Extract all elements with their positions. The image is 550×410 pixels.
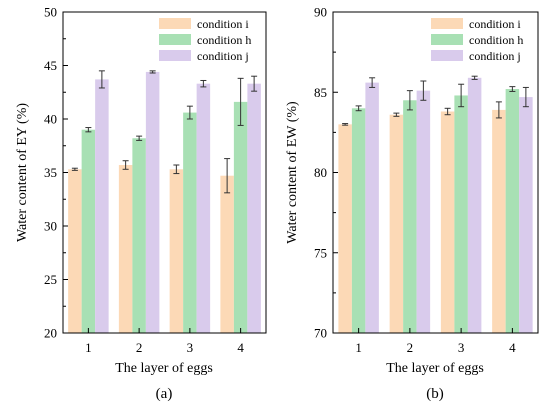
- error-bar-condition-i-2: [393, 112, 400, 117]
- x-tick-label: 1: [355, 340, 362, 355]
- bar-condition-j-1: [365, 82, 379, 334]
- bar-condition-i-1: [68, 169, 82, 333]
- bar-condition-h-3: [183, 112, 197, 333]
- error-bar-condition-j-4: [251, 75, 258, 92]
- error-bar-condition-i-1: [342, 123, 349, 126]
- panel-a: 20 25 30 35 40 45 50 1 2 3 4 The layer of eggs Water…: [15, 5, 267, 402]
- error-bar-condition-h-3: [186, 105, 193, 120]
- bar-condition-i-2: [389, 114, 404, 333]
- legend-label-condition-h: condition h: [197, 33, 251, 47]
- error-bar-condition-j-3: [471, 75, 478, 80]
- error-bar-condition-h-3: [458, 83, 465, 108]
- panel-b: 70 75 80 85 90 1 2 3 4 The layer of eggs Water con…: [285, 5, 539, 402]
- bar-condition-i-1: [338, 124, 352, 333]
- y-tick-label: 20: [44, 326, 57, 341]
- error-bar-condition-h-1: [355, 105, 362, 112]
- bar-condition-j-3: [196, 83, 211, 333]
- error-bar-condition-h-4: [509, 86, 516, 92]
- y-axis-title: Water content of EY (%): [15, 103, 30, 242]
- error-bar-condition-i-2: [122, 160, 129, 170]
- legend: condition i condition h condition j: [431, 17, 523, 63]
- error-bar-condition-h-2: [406, 90, 413, 111]
- error-bar-condition-j-4: [522, 86, 529, 108]
- legend-swatch-condition-h: [431, 34, 463, 45]
- y-tick-label: 90: [314, 5, 327, 20]
- panel-label: (a): [156, 386, 173, 402]
- bar-condition-j-4: [247, 83, 261, 333]
- legend-swatch-condition-i: [159, 18, 191, 29]
- legend-swatch-condition-j: [159, 50, 191, 61]
- y-tick-label: 85: [314, 85, 327, 100]
- legend-label-condition-j: condition j: [197, 49, 249, 63]
- bar-condition-i-2: [118, 165, 133, 333]
- legend: condition i condition h condition j: [159, 17, 251, 63]
- error-bar-condition-j-1: [369, 77, 376, 88]
- error-bar-condition-i-4: [495, 101, 502, 119]
- error-bar-condition-i-1: [71, 167, 78, 171]
- legend-swatch-condition-j: [431, 50, 463, 61]
- legend-label-condition-i: condition i: [197, 17, 249, 31]
- x-tick-label: 3: [458, 340, 465, 355]
- bar-condition-h-2: [403, 100, 417, 333]
- bar-condition-i-4: [220, 175, 234, 333]
- legend-swatch-condition-i: [431, 18, 463, 29]
- y-tick-label: 30: [44, 219, 57, 234]
- bar-condition-j-1: [95, 79, 109, 333]
- y-tick-label: 75: [314, 245, 327, 260]
- y-tick-label: 80: [314, 165, 327, 180]
- x-tick-label: 4: [509, 340, 516, 355]
- error-bar-condition-h-1: [85, 127, 92, 133]
- bar-condition-j-2: [145, 71, 160, 334]
- error-bar-condition-i-4: [224, 158, 231, 194]
- y-tick-label: 50: [44, 5, 57, 20]
- y-tick-label: 70: [314, 326, 327, 341]
- x-tick-label: 2: [407, 340, 414, 355]
- legend-label-condition-j: condition j: [469, 49, 521, 63]
- x-tick-label: 3: [187, 340, 194, 355]
- bar-condition-h-1: [351, 108, 366, 333]
- error-bar-condition-h-4: [237, 77, 244, 126]
- bar-condition-h-1: [81, 129, 96, 333]
- legend-label-condition-i: condition i: [469, 17, 521, 31]
- x-tick-label: 1: [85, 340, 92, 355]
- bar-condition-i-3: [440, 111, 455, 333]
- error-bar-condition-i-3: [444, 107, 451, 116]
- error-bar-condition-j-2: [149, 70, 156, 74]
- error-bar-condition-i-3: [173, 164, 180, 175]
- error-bar-condition-j-3: [200, 79, 207, 88]
- bar-condition-h-2: [132, 138, 146, 333]
- legend-label-condition-h: condition h: [469, 33, 523, 47]
- bar-condition-j-4: [519, 97, 533, 333]
- bar-condition-i-3: [169, 169, 184, 333]
- bar-condition-h-4: [505, 89, 520, 333]
- error-bar-condition-j-2: [420, 80, 427, 101]
- y-tick-label: 45: [44, 58, 57, 73]
- y-tick-label: 25: [44, 272, 57, 287]
- error-bar-condition-h-2: [136, 135, 143, 141]
- x-tick-label: 4: [237, 340, 244, 355]
- bar-condition-h-4: [233, 101, 248, 333]
- panel-label: (b): [426, 386, 444, 402]
- y-axis-title: Water content of EW (%): [285, 101, 300, 244]
- bar-condition-i-4: [492, 109, 506, 334]
- x-axis-title: The layer of eggs: [386, 361, 484, 376]
- error-bar-condition-j-1: [98, 70, 105, 89]
- x-axis-title: The layer of eggs: [115, 361, 213, 376]
- bar-condition-h-3: [454, 95, 468, 334]
- bar-condition-j-2: [416, 90, 431, 334]
- legend-swatch-condition-h: [159, 34, 191, 45]
- x-tick-label: 2: [136, 340, 143, 355]
- bar-condition-j-3: [467, 77, 482, 333]
- y-tick-label: 40: [44, 112, 57, 127]
- y-tick-label: 35: [44, 165, 57, 180]
